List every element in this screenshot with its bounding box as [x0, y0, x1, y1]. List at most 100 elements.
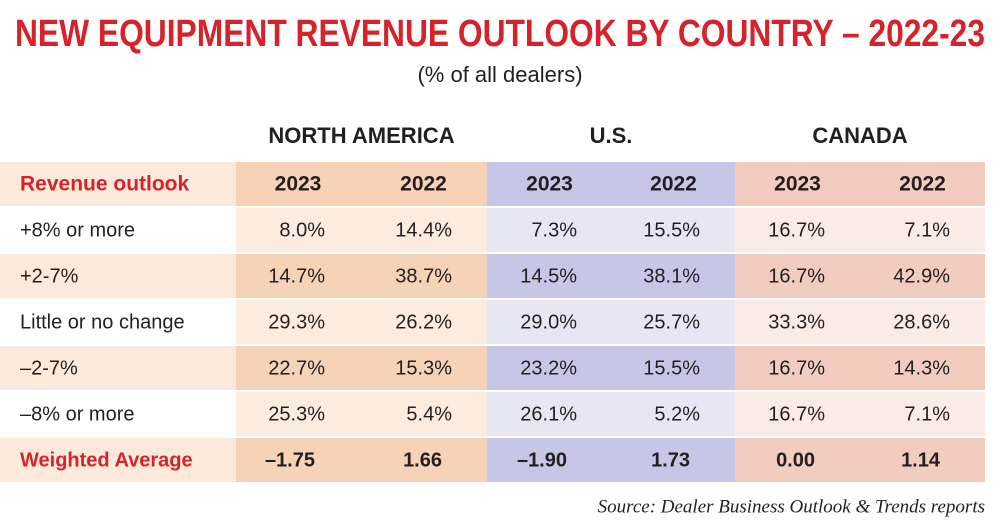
cell-bg — [0, 300, 236, 344]
cell-value: 1.73 — [651, 449, 690, 471]
year-header: 2022 — [650, 173, 697, 196]
cell-value: 28.6% — [893, 311, 950, 333]
cell-value: 15.5% — [643, 219, 700, 241]
cell-bg — [735, 300, 860, 344]
cell-value: 29.3% — [268, 311, 325, 333]
cell-bg — [860, 346, 985, 390]
cell-value: 16.7% — [768, 219, 825, 241]
cell-bg — [0, 254, 236, 298]
cell-bg — [612, 300, 735, 344]
cell-bg — [735, 254, 860, 298]
cell-bg — [360, 254, 487, 298]
row-label: –8% or more — [20, 403, 135, 425]
cell-bg — [360, 346, 487, 390]
year-header: 2022 — [400, 173, 447, 196]
cell-bg — [360, 208, 487, 252]
cell-value: 26.1% — [520, 403, 577, 425]
cell-value: 38.1% — [643, 265, 700, 287]
subtitle: (% of all dealers) — [417, 62, 582, 87]
cell-bg — [487, 392, 612, 436]
year-header: 2023 — [275, 173, 322, 196]
cell-value: 38.7% — [395, 265, 452, 287]
row-label: Little or no change — [20, 311, 185, 333]
cell-bg — [860, 438, 985, 482]
cell-value: 14.4% — [395, 219, 452, 241]
cell-value: –1.75 — [265, 449, 315, 471]
cell-value: 7.3% — [531, 219, 577, 241]
cell-bg — [236, 346, 360, 390]
group-header: CANADA — [812, 123, 907, 148]
cell-value: 8.0% — [279, 219, 325, 241]
cell-value: 5.4% — [406, 403, 452, 425]
cell-value: 14.3% — [893, 357, 950, 379]
cell-bg — [487, 300, 612, 344]
year-header: 2023 — [526, 173, 573, 196]
cell-bg — [236, 392, 360, 436]
cell-value: 22.7% — [268, 357, 325, 379]
cell-bg — [0, 438, 236, 482]
cell-bg — [612, 346, 735, 390]
cell-bg — [236, 162, 360, 206]
cell-bg — [612, 162, 735, 206]
cell-value: 29.0% — [520, 311, 577, 333]
cell-bg — [0, 392, 236, 436]
cell-bg — [860, 300, 985, 344]
cell-value: 16.7% — [768, 265, 825, 287]
cell-value: 14.7% — [268, 265, 325, 287]
cell-value: 42.9% — [893, 265, 950, 287]
cell-value: 0.00 — [776, 449, 815, 471]
cell-value: 33.3% — [768, 311, 825, 333]
cell-bg — [360, 392, 487, 436]
cell-bg — [612, 392, 735, 436]
cell-bg — [487, 254, 612, 298]
cell-bg — [860, 254, 985, 298]
cell-bg — [735, 162, 860, 206]
cell-value: 1.66 — [403, 449, 442, 471]
cell-bg — [0, 208, 236, 252]
cell-value: 16.7% — [768, 357, 825, 379]
cell-value: 16.7% — [768, 403, 825, 425]
cell-bg — [487, 438, 612, 482]
cell-bg — [360, 438, 487, 482]
year-header: 2022 — [899, 173, 946, 196]
cell-bg — [612, 438, 735, 482]
cell-bg — [735, 208, 860, 252]
source: Source: Dealer Business Outlook & Trends… — [598, 496, 985, 517]
cell-value: 23.2% — [520, 357, 577, 379]
cell-bg — [860, 162, 985, 206]
cell-bg — [487, 208, 612, 252]
cell-bg — [0, 346, 236, 390]
cell-value: 25.7% — [643, 311, 700, 333]
cell-bg — [612, 208, 735, 252]
row-label: +8% or more — [20, 219, 135, 241]
cell-value: 14.5% — [520, 265, 577, 287]
cell-value: –1.90 — [517, 449, 567, 471]
cell-bg — [236, 438, 360, 482]
cell-value: 7.1% — [904, 219, 950, 241]
cell-bg — [360, 162, 487, 206]
cell-bg — [236, 254, 360, 298]
cell-value: 15.3% — [395, 357, 452, 379]
cell-value: 7.1% — [904, 403, 950, 425]
row-label: –2-7% — [20, 357, 78, 379]
title: NEW EQUIPMENT REVENUE OUTLOOK BY COUNTRY… — [15, 13, 985, 55]
cell-bg — [735, 392, 860, 436]
group-header: U.S. — [590, 123, 633, 148]
cell-bg — [236, 300, 360, 344]
cell-value: 15.5% — [643, 357, 700, 379]
cell-value: 1.14 — [901, 449, 941, 471]
cell-bg — [735, 346, 860, 390]
header-label: Revenue outlook — [20, 173, 190, 196]
cell-bg — [860, 208, 985, 252]
cell-bg — [860, 392, 985, 436]
row-label: Weighted Average — [20, 449, 193, 471]
cell-bg — [735, 438, 860, 482]
cell-bg — [487, 346, 612, 390]
cell-bg — [612, 254, 735, 298]
cell-value: 26.2% — [395, 311, 452, 333]
group-header: NORTH AMERICA — [268, 123, 454, 148]
cell-bg — [487, 162, 612, 206]
cell-bg — [0, 162, 236, 206]
cell-bg — [360, 300, 487, 344]
